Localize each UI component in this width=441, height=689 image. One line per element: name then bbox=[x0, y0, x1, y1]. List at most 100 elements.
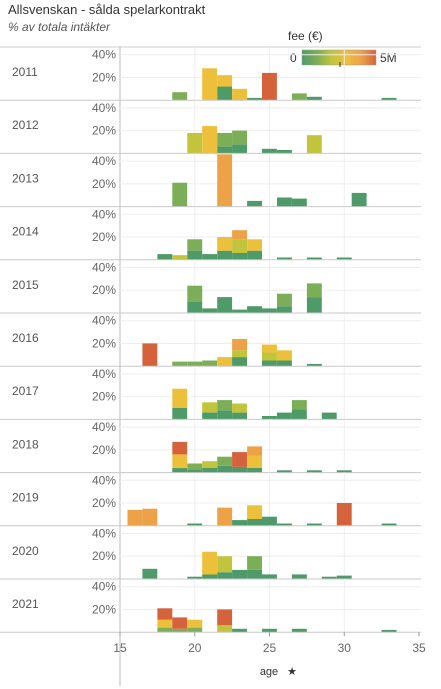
histogram-bar-segment[interactable] bbox=[202, 468, 218, 473]
histogram-bar-segment[interactable] bbox=[232, 403, 247, 413]
histogram-bar-segment[interactable] bbox=[202, 308, 218, 313]
histogram-bar-segment[interactable] bbox=[217, 297, 233, 313]
histogram-bar-segment[interactable] bbox=[187, 627, 203, 633]
histogram-bar-segment[interactable] bbox=[217, 465, 233, 473]
histogram-bar-segment[interactable] bbox=[262, 574, 277, 579]
histogram-bar-segment[interactable] bbox=[277, 150, 292, 154]
histogram-bar-segment[interactable] bbox=[172, 255, 188, 260]
histogram-bar-segment[interactable] bbox=[247, 306, 262, 313]
histogram-bar-segment[interactable] bbox=[232, 520, 247, 526]
histogram-bar-segment[interactable] bbox=[232, 239, 247, 253]
histogram-bar-segment[interactable] bbox=[247, 468, 262, 473]
histogram-bar-segment[interactable] bbox=[232, 338, 247, 351]
histogram-bar-segment[interactable] bbox=[277, 257, 292, 260]
histogram-bar-segment[interactable] bbox=[291, 93, 307, 101]
histogram-bar-segment[interactable] bbox=[172, 182, 188, 207]
histogram-bar-segment[interactable] bbox=[217, 154, 233, 207]
histogram-bar-segment[interactable] bbox=[247, 200, 262, 207]
histogram-bar-segment[interactable] bbox=[232, 253, 247, 260]
histogram-bar-segment[interactable] bbox=[321, 576, 337, 579]
histogram-bar-segment[interactable] bbox=[217, 400, 233, 411]
histogram-bar-segment[interactable] bbox=[336, 257, 352, 260]
histogram-bar-segment[interactable] bbox=[142, 343, 158, 367]
histogram-bar-segment[interactable] bbox=[277, 523, 292, 526]
histogram-bar-segment[interactable] bbox=[217, 410, 233, 420]
histogram-bar-segment[interactable] bbox=[187, 463, 203, 470]
histogram-bar-segment[interactable] bbox=[217, 507, 233, 526]
histogram-bar-segment[interactable] bbox=[217, 250, 233, 260]
histogram-bar-segment[interactable] bbox=[202, 461, 218, 468]
histogram-bar-segment[interactable] bbox=[217, 75, 233, 87]
histogram-bar-segment[interactable] bbox=[202, 574, 218, 579]
histogram-bar-segment[interactable] bbox=[142, 568, 158, 579]
histogram-bar-segment[interactable] bbox=[127, 509, 143, 526]
histogram-bar-segment[interactable] bbox=[232, 230, 247, 240]
histogram-bar-segment[interactable] bbox=[217, 609, 233, 626]
histogram-bar-segment[interactable] bbox=[172, 441, 188, 455]
histogram-bar-segment[interactable] bbox=[217, 625, 233, 633]
histogram-bar-segment[interactable] bbox=[202, 402, 218, 413]
histogram-bar-segment[interactable] bbox=[306, 96, 322, 101]
histogram-bar-segment[interactable] bbox=[217, 357, 233, 367]
histogram-bar-segment[interactable] bbox=[157, 254, 173, 260]
histogram-bar-segment[interactable] bbox=[217, 556, 233, 573]
histogram-bar-segment[interactable] bbox=[247, 519, 262, 526]
histogram-bar-segment[interactable] bbox=[202, 254, 218, 260]
histogram-bar-segment[interactable] bbox=[306, 283, 322, 298]
histogram-bar-segment[interactable] bbox=[336, 503, 352, 526]
histogram-bar-segment[interactable] bbox=[172, 408, 188, 420]
histogram-bar-segment[interactable] bbox=[277, 306, 292, 313]
histogram-bar-segment[interactable] bbox=[277, 293, 292, 307]
histogram-bar-segment[interactable] bbox=[202, 126, 218, 154]
histogram-bar-segment[interactable] bbox=[187, 250, 203, 260]
histogram-bar-segment[interactable] bbox=[262, 148, 277, 154]
histogram-bar-segment[interactable] bbox=[262, 352, 277, 361]
histogram-bar-segment[interactable] bbox=[232, 309, 247, 313]
histogram-bar-segment[interactable] bbox=[172, 388, 188, 408]
histogram-bar-segment[interactable] bbox=[262, 516, 277, 526]
histogram-bar-segment[interactable] bbox=[291, 409, 307, 420]
histogram-bar-segment[interactable] bbox=[157, 627, 173, 633]
histogram-bar-segment[interactable] bbox=[232, 628, 247, 633]
histogram-bar-segment[interactable] bbox=[277, 360, 292, 367]
histogram-bar-segment[interactable] bbox=[306, 523, 322, 526]
histogram-bar-segment[interactable] bbox=[247, 556, 262, 570]
histogram-bar-segment[interactable] bbox=[172, 617, 188, 629]
histogram-bar-segment[interactable] bbox=[232, 144, 247, 154]
histogram-bar-segment[interactable] bbox=[217, 132, 233, 147]
histogram-bar-segment[interactable] bbox=[217, 86, 233, 101]
histogram-bar-segment[interactable] bbox=[247, 97, 262, 101]
histogram-bar-segment[interactable] bbox=[232, 466, 247, 473]
histogram-bar-segment[interactable] bbox=[381, 97, 397, 101]
histogram-bar-segment[interactable] bbox=[277, 197, 292, 207]
histogram-bar-segment[interactable] bbox=[187, 285, 203, 302]
histogram-bar-segment[interactable] bbox=[351, 192, 367, 207]
histogram-bar-segment[interactable] bbox=[336, 470, 352, 473]
histogram-bar-segment[interactable] bbox=[306, 257, 322, 260]
histogram-bar-segment[interactable] bbox=[232, 452, 247, 467]
histogram-bar-segment[interactable] bbox=[262, 344, 277, 353]
histogram-bar-segment[interactable] bbox=[157, 608, 173, 620]
histogram-bar-segment[interactable] bbox=[306, 363, 322, 367]
histogram-bar-segment[interactable] bbox=[306, 135, 322, 154]
histogram-bar-segment[interactable] bbox=[187, 132, 203, 154]
histogram-bar-segment[interactable] bbox=[187, 576, 203, 579]
histogram-bar-segment[interactable] bbox=[262, 416, 277, 420]
histogram-bar-segment[interactable] bbox=[232, 569, 247, 579]
histogram-bar-segment[interactable] bbox=[142, 508, 158, 526]
histogram-bar-segment[interactable] bbox=[291, 400, 307, 410]
histogram-bar-segment[interactable] bbox=[247, 239, 262, 251]
histogram-bar-segment[interactable] bbox=[232, 88, 247, 101]
histogram-bar-segment[interactable] bbox=[187, 619, 203, 628]
histogram-bar-segment[interactable] bbox=[336, 575, 352, 579]
histogram-bar-segment[interactable] bbox=[277, 412, 292, 420]
histogram-bar-segment[interactable] bbox=[232, 412, 247, 420]
histogram-bar-segment[interactable] bbox=[306, 470, 322, 473]
pin-icon[interactable]: ★ bbox=[287, 666, 297, 678]
histogram-bar-segment[interactable] bbox=[187, 361, 203, 367]
histogram-bar-segment[interactable] bbox=[277, 350, 292, 361]
histogram-bar-segment[interactable] bbox=[172, 92, 188, 101]
histogram-bar-segment[interactable] bbox=[217, 456, 233, 466]
histogram-bar-segment[interactable] bbox=[262, 72, 277, 101]
histogram-bar-segment[interactable] bbox=[202, 68, 218, 101]
